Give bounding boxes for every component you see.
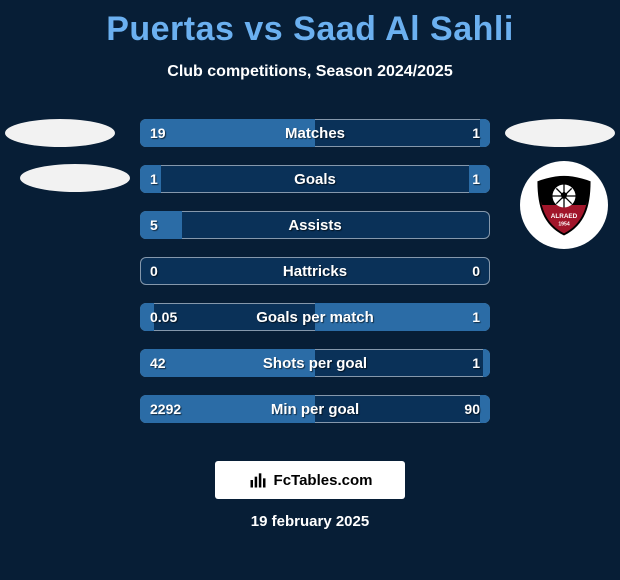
club-badge-right: ALRAED 1954: [520, 161, 608, 249]
bar-chart-icon: [248, 470, 268, 490]
badge-club-text: ALRAED: [551, 213, 578, 220]
stat-row: 1 1 Goals: [140, 165, 490, 193]
comparison-arena: ALRAED 1954 19 1 Matches 1 1 Goals 5: [0, 119, 620, 439]
player-photo-right-placeholder: [505, 119, 615, 147]
stat-label: Matches: [140, 119, 490, 147]
stat-label: Hattricks: [140, 257, 490, 285]
player-photo-left-placeholder-2: [20, 164, 130, 192]
attribution-box: FcTables.com: [215, 461, 405, 499]
badge-year-text: 1954: [558, 221, 570, 227]
stat-label: Assists: [140, 211, 490, 239]
stat-label: Min per goal: [140, 395, 490, 423]
stat-label: Goals per match: [140, 303, 490, 331]
attribution-text: FcTables.com: [274, 472, 373, 489]
comparison-subtitle: Club competitions, Season 2024/2025: [0, 63, 620, 81]
stat-rows: 19 1 Matches 1 1 Goals 5 Assists 0 0 Hat: [140, 119, 490, 441]
comparison-title: Puertas vs Saad Al Sahli: [0, 0, 620, 49]
stat-row: 42 1 Shots per goal: [140, 349, 490, 377]
stat-row: 0 0 Hattricks: [140, 257, 490, 285]
stat-row: 5 Assists: [140, 211, 490, 239]
stat-label: Goals: [140, 165, 490, 193]
generation-date: 19 february 2025: [0, 513, 620, 530]
stat-row: 0.05 1 Goals per match: [140, 303, 490, 331]
alraed-shield-icon: ALRAED 1954: [532, 173, 596, 237]
stat-row: 2292 90 Min per goal: [140, 395, 490, 423]
stat-row: 19 1 Matches: [140, 119, 490, 147]
player-photo-left-placeholder-1: [5, 119, 115, 147]
stat-label: Shots per goal: [140, 349, 490, 377]
